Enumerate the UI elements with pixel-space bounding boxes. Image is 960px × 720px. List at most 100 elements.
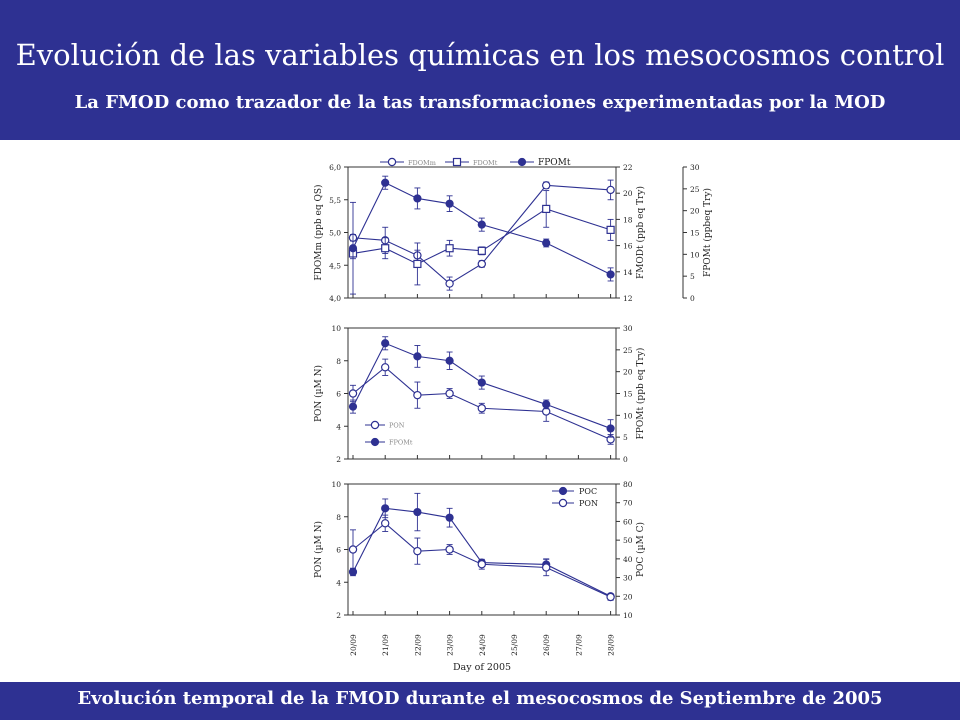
chart0-left-axis-label: FDOMm (ppb eq QS) — [313, 184, 324, 280]
chart0-right-axis-label: FMODt (ppb eq Try) — [635, 186, 646, 279]
chart0-right-tick-label: 20 — [623, 189, 633, 198]
chart1-left-tick-label: 10 — [331, 324, 341, 333]
chart0-right2-tick-label: 30 — [690, 163, 700, 172]
chart0-left-tick-label: 5,5 — [329, 196, 341, 205]
chart1-series-pon-point — [381, 363, 390, 372]
chart0-legend-marker — [387, 157, 397, 167]
chart2-right-axis-label: POC (µM C) — [635, 522, 646, 577]
chart2-left-axis-label: PON (µM N) — [313, 521, 324, 578]
chart0-left-tick-label: 4,0 — [329, 294, 341, 303]
chart1-series-fpomt-point — [381, 339, 390, 348]
chart-figure: 4,0 4,5 5,0 5,5 6,0 FDOMm (ppb eq QS) 12 14 16 18… — [313, 157, 713, 673]
chart0-right2-tick-label: 20 — [690, 207, 700, 216]
chart1-left-tick-label: 6 — [336, 390, 341, 399]
chart0-series-fpomt-point — [413, 194, 422, 203]
page-subtitle: La FMOD como trazador de la tas transfor… — [74, 92, 886, 113]
chart0-legend-label: FDOMm — [408, 159, 436, 167]
chart2-right-tick-label: 50 — [623, 536, 633, 545]
chart2-left-tick-label: 2 — [336, 611, 341, 620]
chart1-series-fpomt-point — [348, 402, 358, 411]
chart2-series-poc-point — [413, 507, 422, 517]
chart0-series-fdomt-point — [381, 244, 390, 253]
chart1-series-fpomt-point — [413, 352, 422, 361]
chart0-series-fdomm-point — [542, 181, 551, 190]
chart1-series-pon-point — [348, 389, 358, 398]
chart1-series-pon-point — [477, 404, 486, 413]
chart2-left-tick-label: 8 — [336, 513, 341, 522]
chart2-left-tick-label: 6 — [336, 546, 341, 555]
chart2-series-pon-point — [606, 592, 615, 602]
chart0-right2-tick-label: 25 — [690, 185, 700, 194]
chart0-series-fpomt-point — [606, 270, 615, 279]
chart1-right-tick-label: 20 — [623, 368, 633, 377]
chart2-right-tick-label: 20 — [623, 592, 633, 601]
chart1-right-tick-label: 30 — [623, 324, 633, 333]
chart1-right-tick-label: 10 — [623, 411, 633, 420]
chart2-x-tick-label: 27/09 — [574, 634, 583, 656]
chart0-series-fdomm-point — [477, 259, 486, 269]
chart2-series-poc-point — [381, 504, 390, 513]
chart1-series-fpomt-point — [606, 424, 615, 433]
chart2-legend-marker — [558, 486, 568, 496]
chart0-series-fpomt-point — [542, 238, 551, 248]
chart2-series-poc-point — [445, 513, 454, 522]
chart0-right-tick-label: 22 — [623, 163, 633, 172]
chart0-right-tick-label: 12 — [623, 294, 633, 303]
chart0-series-fdomt-point — [477, 246, 486, 255]
chart0-series-fdomt-point — [445, 244, 454, 253]
chart0-series-fdomm-point — [606, 185, 615, 195]
header-banner: Evolución de las variables químicas en l… — [0, 0, 960, 140]
chart0-series-fdomm-line — [352, 184, 611, 285]
chart2-x-tick-label: 28/09 — [607, 634, 616, 656]
chart1-series-fpomt-point — [477, 378, 486, 387]
chart0-right2-tick-label: 0 — [690, 294, 695, 303]
chart1-left-tick-label: 2 — [336, 455, 341, 464]
chart0-right-tick-label: 16 — [623, 242, 633, 251]
chart0-left-tick-label: 4,5 — [329, 261, 341, 270]
chart2-legend-marker — [558, 498, 568, 508]
chart0-series-fpomt-point — [348, 244, 358, 253]
chart1-series-fpomt-point — [542, 400, 551, 409]
chart2-x-tick-label: 24/09 — [478, 634, 487, 656]
footer-banner: Evolución temporal de la FMOD durante el… — [0, 682, 960, 720]
chart1-series-fpomt-point — [445, 356, 454, 365]
page-title: Evolución de las variables químicas en l… — [15, 38, 945, 72]
chart1-right-tick-label: 25 — [623, 346, 633, 355]
chart2-legend-label: POC — [579, 487, 597, 496]
chart2-left-tick-label: 4 — [336, 578, 341, 587]
chart1-right-tick-label: 5 — [623, 433, 628, 442]
chart2-series-pon-point — [445, 545, 454, 554]
chart1-legend-marker — [370, 420, 380, 430]
chart0-series-fpomt-point — [477, 220, 486, 229]
chart0-right2-axis-label: FPOMt (ppbeq Try) — [702, 188, 713, 277]
chart2-x-tick-label: 21/09 — [381, 634, 390, 656]
footer-caption: Evolución temporal de la FMOD durante el… — [77, 688, 883, 709]
chart2-series-pon-point — [477, 560, 486, 569]
chart2-x-tick-label: 26/09 — [542, 634, 551, 656]
chart2-right-tick-label: 30 — [623, 574, 633, 583]
chart0-legend-marker — [452, 157, 462, 167]
chart2-right-tick-label: 10 — [623, 611, 633, 620]
chart2-x-tick-label: 25/09 — [510, 634, 519, 656]
chart1-legend-label: PON — [389, 422, 405, 430]
chart0-right-tick-label: 18 — [623, 215, 633, 224]
chart0-left-tick-label: 6,0 — [329, 163, 341, 172]
chart2-x-axis-label: Day of 2005 — [453, 662, 511, 673]
chart0-series-fdomt-point — [413, 259, 422, 269]
chart2-series-pon-point — [413, 546, 422, 556]
chart2-series-poc-line — [352, 507, 611, 597]
chart2-right-tick-label: 80 — [623, 480, 633, 489]
chart0-legend-marker — [517, 157, 527, 167]
chart0-right2-tick-label: 15 — [690, 229, 700, 238]
chart0-right-tick-label: 14 — [623, 268, 633, 277]
chart1-left-tick-label: 4 — [336, 422, 341, 431]
chart0-legend-label: FPOMt — [538, 158, 571, 168]
chart0-right2-tick-label: 10 — [690, 250, 700, 259]
chart1-series-pon-point — [445, 389, 454, 398]
chart1-right-axis-label: FPOMt (ppb eq Try) — [635, 348, 646, 440]
chart1-legend-label: FPOMt — [389, 439, 413, 447]
chart2-right-tick-label: 70 — [623, 499, 633, 508]
chart2-right-tick-label: 40 — [623, 555, 633, 564]
chart1-left-axis-label: PON (µM N) — [313, 365, 324, 422]
chart1-right-tick-label: 15 — [623, 390, 633, 399]
